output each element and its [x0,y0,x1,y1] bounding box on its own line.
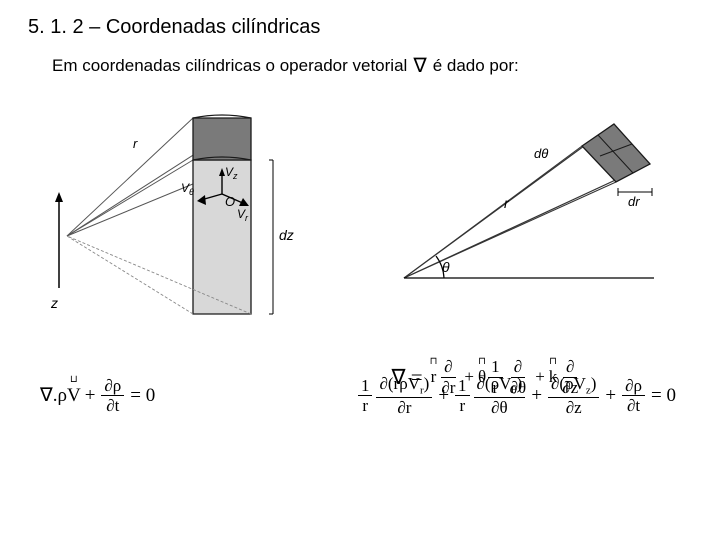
z-axis-label: z [50,295,58,311]
figure-cylindrical-element: z O Vz [37,88,357,348]
figures-row: z O Vz [28,88,692,348]
figure-top-wedge: θ dθ r dr ∇ = r ∂∂r + [384,88,684,348]
theta-label: θ [442,259,450,275]
dz-label: dz [279,227,294,243]
vtheta-label: Vθ [181,181,194,197]
nabla-icon: ∇ [413,53,426,78]
section-number: 5. 1. 2 [28,16,84,38]
unit-r: r [431,367,437,387]
continuity-vector-form: ∇.ρ V + ∂ρ∂t = 0 [40,376,159,416]
section-heading: 5. 1. 2 – Coordenadas cilíndricas [28,16,692,39]
nabla-dot-rho: ∇.ρ [40,384,67,407]
nabla-lhs: ∇ = [392,365,423,390]
intro-before: Em coordenadas cilíndricas o operador ve… [52,56,407,76]
vec-V: V [67,385,81,407]
section-title-text: Coordenadas cilíndricas [106,16,321,38]
r-label-right: r [504,195,510,211]
intro-sentence: Em coordenadas cilíndricas o operador ve… [52,53,692,78]
dr-label: dr [628,194,640,209]
r-label-left: r [133,136,138,151]
intro-after: é dado por: [433,56,519,76]
unit-theta: θ [478,367,486,387]
unit-k: k [549,367,558,387]
dtheta-label: dθ [534,146,548,161]
del-operator-equation: ∇ = r ∂∂r + θ 1r ∂∂θ + k ∂∂z [392,357,684,397]
